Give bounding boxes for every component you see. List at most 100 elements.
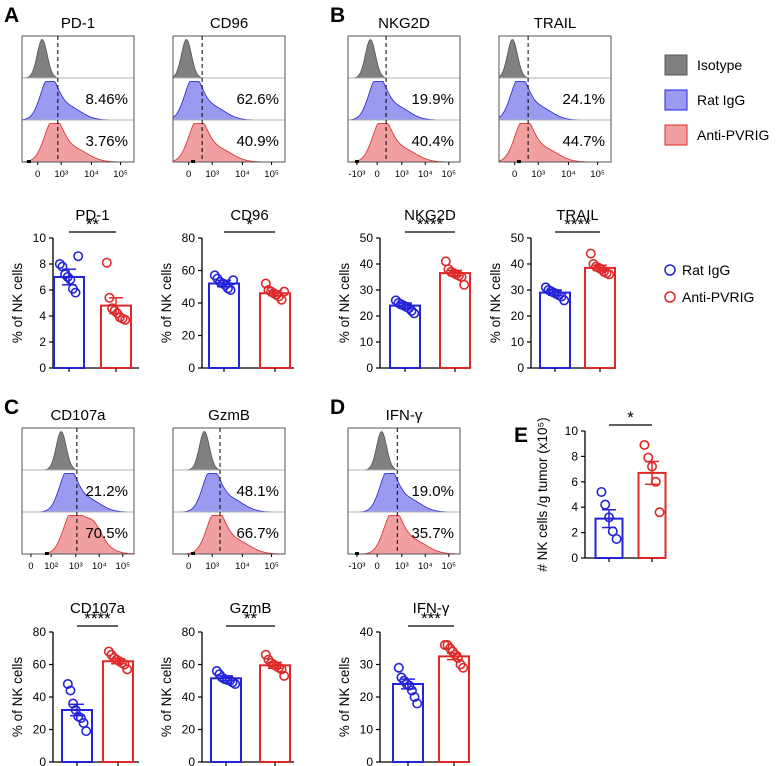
flow-tick-label: 10⁴ xyxy=(92,561,107,572)
flow-tick-label: -10³ xyxy=(349,169,366,180)
flow-tick-label: 10³ xyxy=(69,561,83,572)
flow-tick-label: 10⁵ xyxy=(264,561,279,572)
data-point xyxy=(406,305,417,316)
panel-letters: A B C D E xyxy=(4,4,528,447)
flow-panel-title: PD-1 xyxy=(61,15,95,32)
y-tick-label: 20 xyxy=(360,309,374,323)
significance-label: **** xyxy=(564,215,591,234)
flow-panel-1: CD96 62.6% 40.9% 0 10³ 10⁴ 10⁵ xyxy=(172,15,286,180)
flow-frame xyxy=(347,427,461,555)
y-tick-label: 40 xyxy=(33,690,47,704)
flow-tick-label: 0 xyxy=(374,561,379,572)
anti-pvrig-bar xyxy=(102,660,134,763)
flow-legend-label: Rat IgG xyxy=(697,92,745,108)
flow-tick-label: 10³ xyxy=(531,169,545,180)
flow-panel-title: TRAIL xyxy=(534,15,577,32)
panel-letter-b: B xyxy=(330,4,345,27)
data-point xyxy=(65,274,76,285)
y-tick-label: 20 xyxy=(360,690,374,704)
data-point xyxy=(65,685,76,696)
panel-letter-a: A xyxy=(4,4,19,27)
bar-chart-5: GzmB 0 20 40 60 80 % of NK cells ** xyxy=(159,600,294,766)
y-tick-label: 40 xyxy=(360,625,374,639)
y-tick-label: 20 xyxy=(33,723,47,737)
y-axis-label: # NK cells /g tumor (x10⁵) xyxy=(535,417,550,571)
data-point xyxy=(607,526,618,537)
bar-chart-title: TRAIL xyxy=(556,207,599,224)
data-point xyxy=(596,486,607,497)
anti-pvrig-bar xyxy=(259,292,291,369)
flow-tick-label: 0 xyxy=(186,561,191,572)
data-point xyxy=(70,287,81,298)
rat-igg-bar xyxy=(208,282,240,369)
y-tick-label: 0 xyxy=(366,755,373,766)
anti-pvrig-bar xyxy=(439,272,471,370)
data-point xyxy=(639,439,650,450)
data-point xyxy=(260,649,271,660)
flow-tick-label: 10³ xyxy=(395,169,409,180)
data-point xyxy=(122,664,133,675)
y-tick-label: 10 xyxy=(511,335,525,349)
bar-chart-4: CD107a 0 20 40 60 80 % of NK cells **** xyxy=(10,600,139,766)
bar-legend-marker xyxy=(664,264,676,276)
y-tick-label: 0 xyxy=(188,361,195,375)
pct-rat-igg: 19.9% xyxy=(411,91,454,108)
pct-anti-pvrig: 44.7% xyxy=(562,133,605,150)
y-axis-label: % of NK cells xyxy=(488,263,503,344)
pct-rat-igg: 21.2% xyxy=(85,483,128,500)
y-axis-label: % of NK cells xyxy=(10,263,25,344)
flow-legend-swatch xyxy=(664,89,688,111)
bar-chart-1: CD96 0 20 40 60 80 % of NK cells * xyxy=(159,207,294,375)
flow-tick-label: 10⁴ xyxy=(418,169,433,180)
data-point xyxy=(120,314,131,325)
bar-chart-title: NKG2D xyxy=(404,207,456,224)
y-tick-label: 0 xyxy=(188,755,195,766)
y-tick-label: 60 xyxy=(182,658,196,672)
flow-frame xyxy=(172,35,286,163)
data-point xyxy=(101,257,112,268)
y-tick-label: 0 xyxy=(571,551,578,565)
data-point xyxy=(452,652,463,663)
y-tick-label: 2 xyxy=(39,335,46,349)
flow-panel-2: NKG2D 19.9% 40.4% -10³ 0 10³ 10⁴ 10⁵ xyxy=(347,15,461,180)
y-tick-label: 10 xyxy=(33,231,47,245)
flow-axis-marker xyxy=(191,552,195,555)
data-point xyxy=(603,512,614,523)
y-tick-label: 10 xyxy=(360,335,374,349)
y-tick-label: 80 xyxy=(182,625,196,639)
flow-tick-label: 0 xyxy=(186,169,191,180)
pct-rat-igg: 62.6% xyxy=(236,91,279,108)
flow-frame xyxy=(347,35,461,163)
y-tick-label: 60 xyxy=(182,264,196,278)
panel-letter-e: E xyxy=(514,424,528,447)
isotype-histogram xyxy=(22,39,134,79)
flow-axis-marker xyxy=(191,160,195,163)
y-tick-label: 30 xyxy=(511,283,525,297)
data-point xyxy=(646,461,657,472)
flow-tick-label: 10³ xyxy=(54,169,68,180)
y-axis-label: % of NK cells xyxy=(10,657,25,738)
pct-rat-igg: 19.0% xyxy=(411,483,454,500)
flow-axis-marker xyxy=(27,160,31,163)
pct-anti-pvrig: 3.76% xyxy=(85,133,128,150)
data-point xyxy=(225,284,236,295)
data-point xyxy=(643,452,654,463)
y-tick-label: 6 xyxy=(39,283,46,297)
isotype-histogram xyxy=(172,39,285,79)
y-tick-label: 50 xyxy=(360,231,374,245)
y-tick-label: 10 xyxy=(565,424,579,438)
flow-panel-0: PD-1 8.46% 3.76% 0 10³ 10⁴ 10⁵ xyxy=(21,15,135,180)
data-point xyxy=(459,279,470,290)
flow-tick-label: 10⁴ xyxy=(84,169,99,180)
flow-tick-label: 10² xyxy=(44,561,58,572)
data-point xyxy=(70,704,81,715)
flow-panel-title: CD96 xyxy=(210,15,248,32)
data-point xyxy=(412,698,423,709)
y-tick-label: 50 xyxy=(511,231,525,245)
pct-rat-igg: 24.1% xyxy=(562,91,605,108)
significance-label: **** xyxy=(84,609,111,628)
data-point xyxy=(409,308,420,319)
bar-chart-title: GzmB xyxy=(230,600,272,617)
flow-frame xyxy=(21,427,135,555)
significance-label: ** xyxy=(86,215,100,234)
